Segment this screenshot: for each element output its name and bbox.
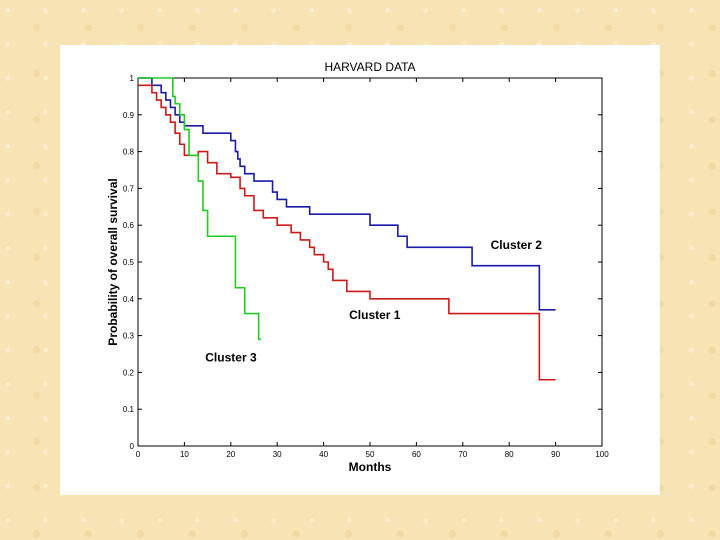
y-tick-label: 0.1: [123, 405, 135, 414]
chart-title: HARVARD DATA: [324, 60, 415, 74]
cluster-2-label: Cluster 2: [491, 238, 543, 252]
x-tick-label: 10: [180, 450, 189, 459]
y-tick-label: 0.9: [123, 111, 135, 120]
x-tick-label: 30: [273, 450, 282, 459]
y-tick-label: 0.8: [123, 148, 135, 157]
y-tick-label: 0.7: [123, 184, 135, 193]
axis-ticks: 0 10 20 30 40 50 60 70 80 90 100 0 0.1 0.2 0.3 0.4 0.5 0.…: [123, 74, 609, 459]
x-tick-label: 70: [458, 450, 467, 459]
x-tick-label: 100: [595, 450, 609, 459]
cluster-3-label: Cluster 3: [205, 350, 257, 364]
x-tick-label: 20: [226, 450, 235, 459]
x-tick-label: 0: [136, 450, 141, 459]
cluster-1-label: Cluster 1: [349, 308, 401, 322]
x-tick-label: 80: [505, 450, 514, 459]
y-tick-label: 1: [130, 74, 135, 83]
y-tick-label: 0.6: [123, 221, 135, 230]
cluster-3-survival-line: [138, 77, 261, 341]
y-tick-label: 0.4: [123, 295, 135, 304]
x-axis-label: Months: [349, 460, 392, 474]
x-tick-label: 40: [319, 450, 328, 459]
survival-chart: HARVARD DATA 0 10 20 30 40 50 60 70 80 90 10000.10…: [106, 60, 609, 474]
cluster-2-survival-line: [138, 77, 556, 311]
y-axis-label: Probability of overall survival: [106, 178, 120, 345]
slide-panel: HARVARD DATA 0 10 20 30 40 50 60 70 80 90 100 0 0.1 0…: [60, 45, 660, 495]
y-tick-label: 0.2: [123, 368, 135, 377]
y-tick-label: 0: [130, 442, 135, 451]
y-tick-label: 0.5: [123, 258, 135, 267]
y-tick-label: 0.3: [123, 332, 135, 341]
cluster-1-survival-line: [138, 84, 556, 381]
series-layer: Cluster 2 Cluster 1 Cluster 3: [138, 77, 556, 381]
x-tick-label: 90: [551, 450, 560, 459]
x-tick-label: 50: [366, 450, 375, 459]
x-tick-label: 60: [412, 450, 421, 459]
